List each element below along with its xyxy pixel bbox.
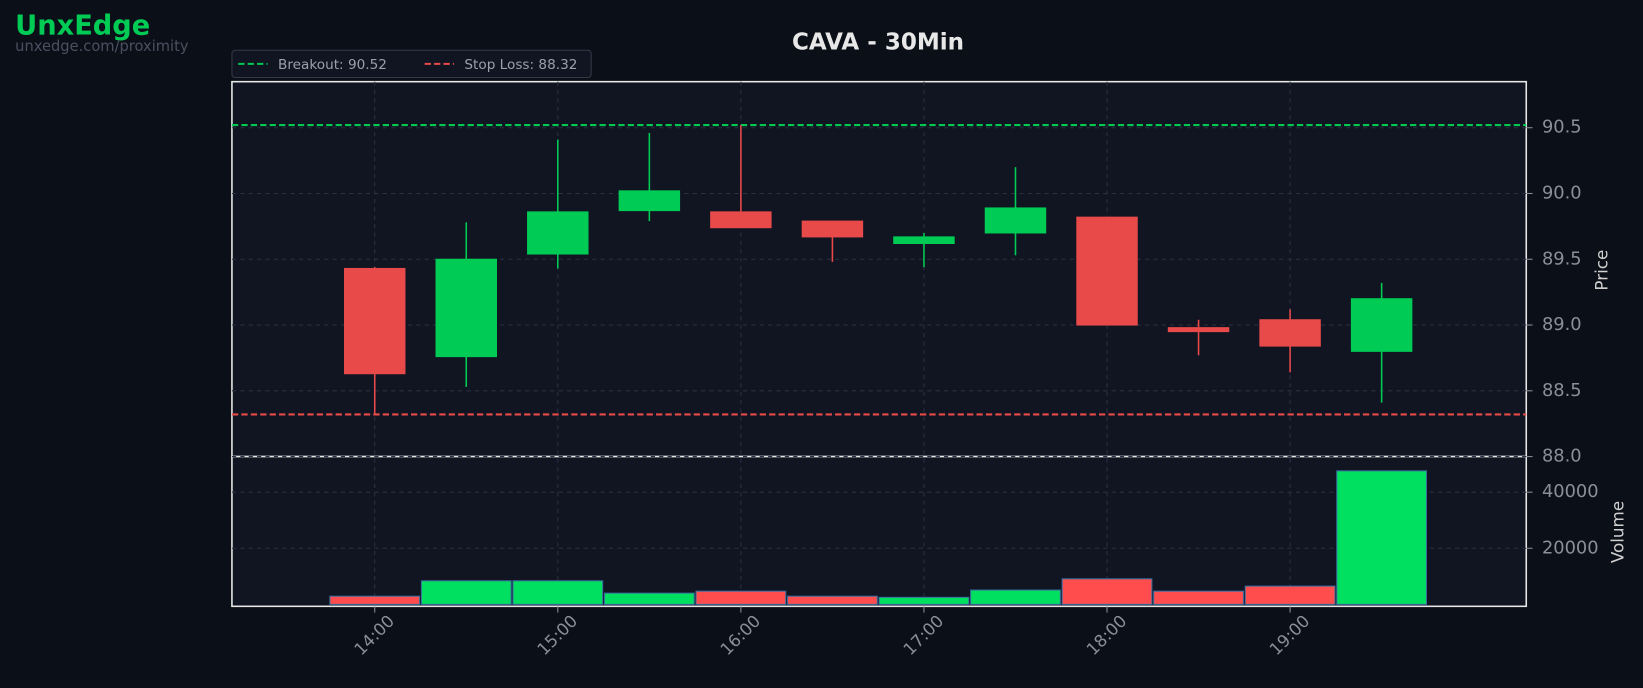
x-tick-label: 14:00 (350, 611, 398, 659)
volume-tick-label: 40000 (1542, 481, 1599, 502)
volume-tick-label: 20000 (1542, 537, 1599, 558)
brand-url: unxedge.com/proximity (15, 38, 189, 55)
volume-bar (1061, 578, 1153, 605)
candle-body (527, 211, 589, 255)
candle-body (618, 190, 681, 212)
volume-bar (603, 592, 695, 605)
candle-body (893, 236, 955, 244)
volume-bar (1153, 590, 1244, 605)
x-tick-label: 15:00 (533, 611, 581, 659)
legend-label: Stop Loss: 88.32 (464, 57, 577, 73)
candle-body (984, 207, 1047, 234)
y-tick-label: 89.0 (1542, 314, 1582, 335)
volume-bar (329, 595, 421, 605)
y-tick-label: 88.5 (1542, 380, 1582, 401)
candle-body (801, 220, 864, 238)
candle-body (435, 258, 497, 358)
candle-body (1167, 327, 1230, 333)
volume-axis-label: Volume (1607, 501, 1627, 563)
volume-bar (1336, 470, 1428, 605)
volume-bar (695, 590, 787, 605)
y-tick-label: 90.5 (1542, 117, 1582, 138)
x-tick-label: 17:00 (899, 611, 947, 659)
y-tick-label: 90.0 (1542, 182, 1582, 203)
candle-body (710, 211, 772, 229)
volume-bar (878, 596, 970, 605)
y-tick-label: 89.5 (1542, 248, 1582, 269)
volume-bar (420, 580, 512, 605)
volume-bar (1244, 585, 1336, 605)
price-panel (231, 80, 1528, 458)
legend (231, 49, 592, 79)
candle-body (1259, 319, 1321, 347)
x-tick-label: 18:00 (1082, 611, 1130, 659)
candle-body (344, 267, 406, 375)
brand-name: UnxEdge (15, 11, 150, 42)
candle-body (1076, 216, 1138, 326)
x-tick-label: 16:00 (716, 611, 764, 659)
candle-body (1350, 298, 1413, 352)
volume-bar (787, 595, 878, 605)
y-axis-label: Price (1592, 250, 1612, 291)
volume-bar (512, 580, 604, 605)
legend-label: Breakout: 90.52 (278, 57, 387, 73)
volume-bar (970, 589, 1061, 605)
x-tick-label: 19:00 (1265, 611, 1313, 659)
chart-title: CAVA - 30Min (792, 29, 964, 55)
y-tick-label: 88.0 (1542, 446, 1582, 467)
